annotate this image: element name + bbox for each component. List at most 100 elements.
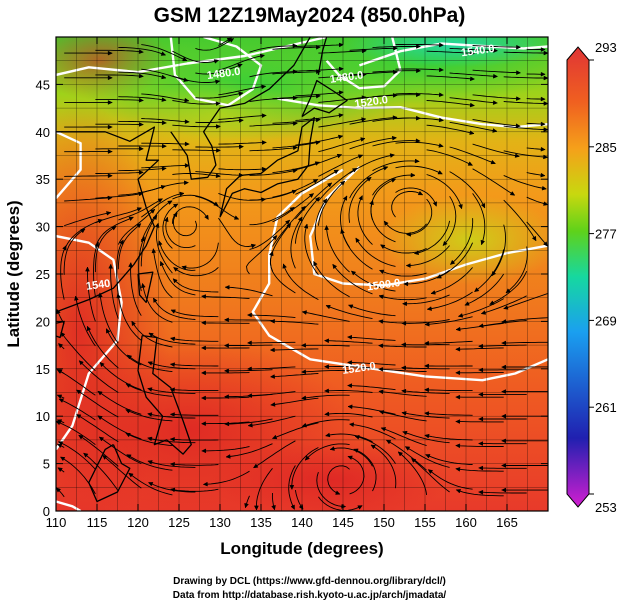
x-tick-label: 110	[46, 515, 67, 530]
streamline-arrowhead	[138, 170, 144, 175]
streamline-arrowhead	[516, 44, 522, 50]
streamline-arrowhead	[492, 128, 498, 133]
streamline-arrowhead	[57, 369, 63, 374]
streamline-arrowhead	[478, 323, 484, 329]
streamline-arrowhead	[410, 172, 416, 178]
streamline	[294, 196, 320, 244]
streamline	[491, 224, 506, 277]
streamline-arrowhead	[201, 320, 206, 326]
streamline	[304, 223, 319, 276]
streamline	[203, 470, 250, 485]
streamline	[317, 180, 346, 226]
streamline-arrowhead	[436, 274, 442, 279]
colorbar-tick-label: 253	[595, 500, 617, 515]
streamline-arrowhead	[184, 97, 190, 103]
streamline	[272, 161, 320, 174]
grid-lines	[56, 37, 548, 511]
y-tick-label: 0	[43, 504, 50, 519]
streamline-arrowhead	[347, 383, 353, 389]
streamline-arrowhead	[250, 243, 257, 249]
streamline-arrowhead	[378, 343, 384, 349]
streamline-arrowhead	[111, 225, 117, 231]
streamline-arrowhead	[478, 343, 484, 349]
streamline	[224, 418, 273, 425]
streamline-arrowhead	[347, 360, 352, 365]
streamline	[270, 348, 319, 351]
streamline-arrowhead	[401, 321, 407, 326]
streamline-arrowhead	[244, 502, 249, 509]
streamline	[318, 154, 363, 177]
streamline-arrowhead	[172, 203, 179, 209]
streamline-arrowhead	[224, 285, 230, 290]
streamline-arrowhead	[106, 328, 111, 334]
streamline	[325, 305, 373, 320]
streamline-arrowhead	[540, 71, 546, 77]
streamline-arrowhead	[493, 73, 499, 79]
streamline-arrowhead	[224, 394, 229, 399]
x-tick-label: 155	[414, 515, 436, 530]
streamline-arrowhead	[140, 282, 146, 289]
streamline-arrowhead	[543, 50, 548, 56]
streamline	[503, 76, 548, 79]
streamline	[481, 295, 527, 315]
streamline-arrowhead	[378, 389, 384, 395]
streamline-arrowhead	[470, 50, 476, 56]
streamline-arrowhead	[184, 141, 190, 147]
streamline	[402, 431, 450, 444]
streamline-arrowhead	[151, 248, 157, 254]
colorbar-ticks: 253 261 269 277 285 293	[589, 40, 617, 515]
streamline-arrowhead	[332, 263, 338, 270]
streamline	[455, 445, 504, 447]
x-tick-label: 115	[87, 515, 108, 530]
streamline	[349, 423, 396, 440]
streamline-arrowhead	[415, 138, 421, 144]
streamline-arrowhead	[424, 387, 429, 393]
streamline-arrowhead	[322, 198, 328, 204]
streamline	[249, 169, 298, 176]
streamline	[78, 434, 119, 467]
streamline	[301, 370, 350, 373]
streamline	[102, 454, 142, 489]
streamline	[325, 433, 373, 443]
streamline-arrowhead	[76, 414, 82, 419]
streamline	[170, 463, 219, 466]
streamline	[372, 46, 421, 48]
streamline-arrowhead	[85, 266, 90, 272]
streamline-arrowhead	[138, 97, 144, 103]
streamline-arrowhead	[169, 362, 175, 368]
streamline	[449, 171, 486, 209]
streamline	[158, 240, 196, 271]
streamline	[255, 468, 273, 511]
streamline	[97, 415, 142, 440]
streamline-arrowhead	[204, 214, 209, 220]
streamline	[63, 219, 103, 251]
x-tick-label: 125	[168, 515, 190, 530]
streamline-arrowhead	[56, 308, 61, 315]
streamline-arrowhead	[297, 216, 303, 222]
streamline-arrowhead	[86, 325, 92, 332]
streamline	[170, 363, 219, 367]
streamline	[218, 217, 256, 247]
streamline-arrowhead	[313, 260, 318, 267]
streamline-arrowhead	[169, 387, 175, 393]
streamline-arrowhead	[308, 193, 315, 199]
streamline	[405, 446, 450, 468]
streamline-arrowhead	[401, 411, 407, 416]
streamline-arrowhead	[74, 295, 79, 301]
streamline	[94, 225, 117, 273]
streamline-arrowhead	[501, 487, 506, 493]
streamline	[378, 345, 427, 348]
streamline	[147, 388, 196, 394]
streamline	[316, 471, 346, 508]
contour-label: 1540.0	[460, 43, 495, 60]
streamline-arrowhead	[467, 161, 474, 166]
streamline	[140, 214, 158, 267]
streamline-arrowhead	[153, 297, 158, 303]
streamline	[401, 319, 450, 324]
streamline-arrowhead	[438, 143, 444, 148]
streamline-arrowhead	[238, 91, 244, 97]
streamline-arrowhead	[366, 176, 372, 182]
streamline	[170, 309, 219, 318]
streamline-arrowhead	[128, 262, 133, 268]
streamline	[430, 267, 473, 295]
